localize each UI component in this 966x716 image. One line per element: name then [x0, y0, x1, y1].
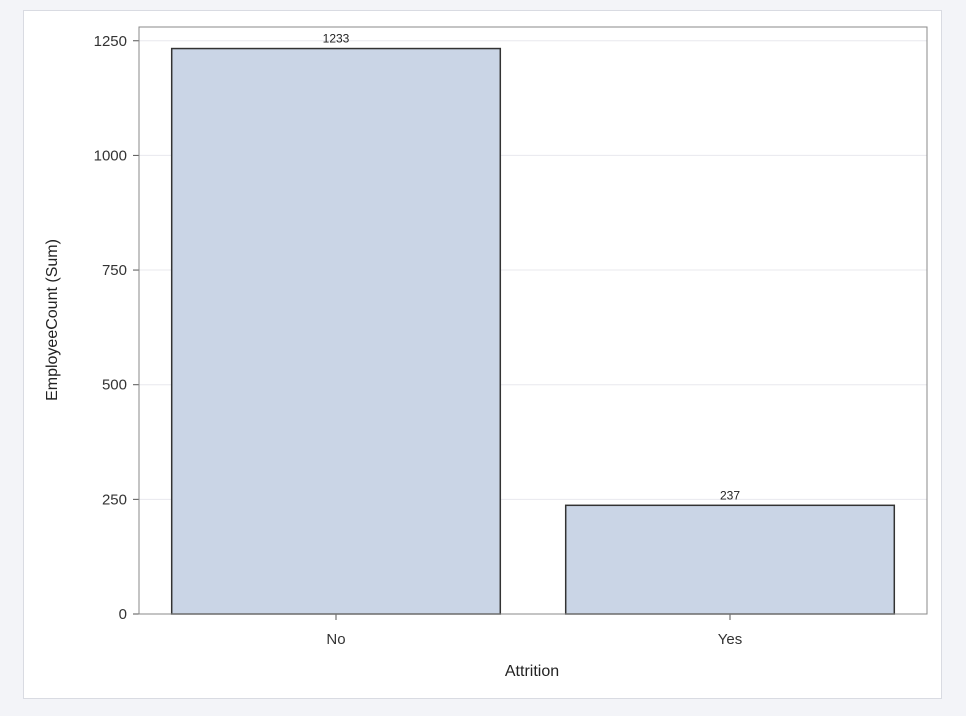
plot-area-border — [138, 26, 928, 615]
bar-yes — [564, 504, 896, 615]
axes: 0 250 500 750 1000 1250 No Yes — [94, 26, 928, 648]
y-tick-label: 1000 — [94, 147, 127, 164]
y-tick-label: 250 — [102, 491, 127, 508]
y-tick-label: 1250 — [94, 33, 127, 50]
x-tick-label-yes: Yes — [718, 631, 742, 648]
y-tick-label: 0 — [119, 606, 127, 623]
y-tick-label: 500 — [102, 377, 127, 394]
y-tick-label: 750 — [102, 262, 127, 279]
data-label-yes: 237 — [720, 488, 740, 502]
bar-no — [170, 47, 502, 615]
y-axis-title: EmployeeCount (Sum) — [44, 239, 61, 401]
bars: 1233 237 — [170, 32, 896, 615]
x-tick-label-no: No — [326, 631, 345, 648]
data-label-no: 1233 — [323, 32, 350, 46]
x-axis-title: Attrition — [505, 663, 559, 680]
